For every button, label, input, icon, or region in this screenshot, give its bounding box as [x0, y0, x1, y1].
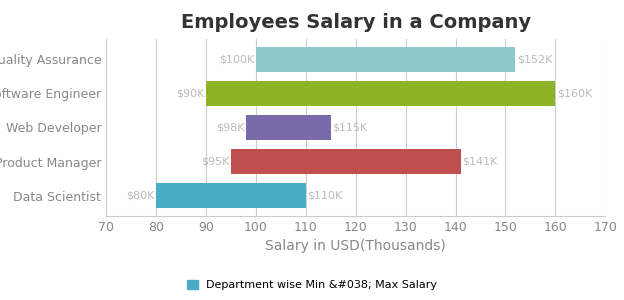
Title: Employees Salary in a Company: Employees Salary in a Company — [180, 13, 531, 32]
Text: $152K: $152K — [517, 54, 552, 64]
Text: $110K: $110K — [307, 190, 343, 201]
Bar — [206, 81, 555, 106]
Text: $141K: $141K — [462, 157, 497, 166]
Bar — [256, 47, 515, 72]
Bar — [156, 183, 306, 208]
Text: $95K: $95K — [201, 157, 230, 166]
Legend: Department wise Min &#038; Max Salary: Department wise Min &#038; Max Salary — [182, 275, 442, 294]
Text: $160K: $160K — [557, 88, 592, 98]
Bar — [231, 149, 461, 174]
Text: $115K: $115K — [332, 122, 368, 133]
Text: $80K: $80K — [126, 190, 155, 201]
Text: $100K: $100K — [219, 54, 255, 64]
X-axis label: Salary in USD(Thousands): Salary in USD(Thousands) — [265, 239, 446, 254]
Text: $98K: $98K — [216, 122, 245, 133]
Bar — [246, 115, 331, 140]
Text: $90K: $90K — [176, 88, 205, 98]
